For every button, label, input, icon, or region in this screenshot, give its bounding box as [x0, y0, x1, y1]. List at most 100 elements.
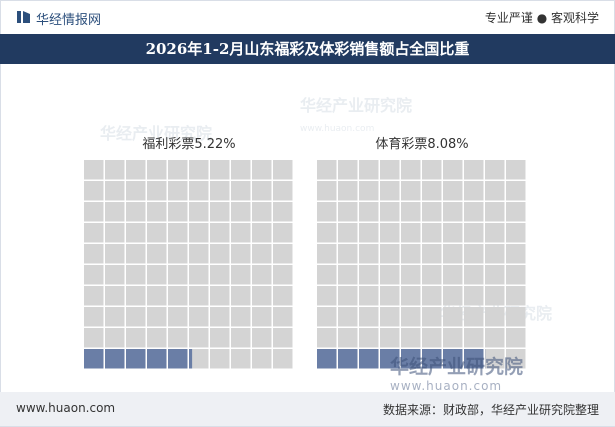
waffle-cell-empty — [443, 328, 463, 348]
waffle-cell-empty — [422, 265, 442, 285]
waffle-cell-empty — [380, 160, 400, 180]
waffle-cell-empty — [359, 265, 379, 285]
waffle-cell-empty — [359, 307, 379, 327]
waffle-cell-empty — [252, 328, 272, 348]
waffle-cell-empty — [273, 349, 293, 369]
waffle-cell-empty — [84, 181, 104, 201]
waffle-cell-empty — [443, 160, 463, 180]
waffle-cell-empty — [252, 286, 272, 306]
chart-title: 2026年1-2月山东福彩及体彩销售额占全国比重 — [145, 40, 470, 58]
waffle-cell-empty — [147, 265, 167, 285]
waffle-cell-empty — [359, 328, 379, 348]
waffle-cell-empty — [252, 223, 272, 243]
panel-label: 体育彩票8.08% — [375, 136, 468, 152]
waffle-cell-empty — [317, 202, 337, 222]
waffle-cell-empty — [168, 181, 188, 201]
waffle-cell-empty — [147, 286, 167, 306]
waffle-cell-empty — [317, 307, 337, 327]
waffle-cell-empty — [84, 223, 104, 243]
waffle-cell-empty — [210, 202, 230, 222]
waffle-cell-empty — [506, 244, 526, 264]
waffle-cell-empty — [189, 244, 209, 264]
website-link[interactable]: www.huaon.com — [16, 401, 116, 415]
waffle-cell-empty — [506, 181, 526, 201]
waffle-cell-empty — [422, 328, 442, 348]
waffle-cell-empty — [189, 328, 209, 348]
waffle-cell-empty — [422, 160, 442, 180]
panel-label: 福利彩票5.22% — [142, 137, 235, 152]
waffle-cell-empty — [485, 307, 505, 327]
waffle-cell-empty — [443, 202, 463, 222]
waffle-cell-empty — [147, 181, 167, 201]
waffle-cell-empty — [317, 223, 337, 243]
waffle-cell-empty — [168, 286, 188, 306]
waffle-cell-empty — [147, 160, 167, 180]
waffle-cell-empty — [231, 328, 251, 348]
waffle-cell-empty — [443, 223, 463, 243]
waffle-cell-empty — [485, 328, 505, 348]
waffle-cell-empty — [359, 223, 379, 243]
waffle-cell-empty — [485, 286, 505, 306]
waffle-cell-divider — [441, 349, 443, 369]
waffle-cell-divider — [378, 349, 380, 369]
waffle-cell-empty — [485, 223, 505, 243]
waffle-cell-divider — [462, 349, 464, 369]
waffle-cell-empty — [189, 202, 209, 222]
brand-name: 华经情报网 — [36, 13, 102, 28]
waffle-cell-empty — [210, 307, 230, 327]
waffle-cell-empty — [380, 244, 400, 264]
waffle-cell-empty — [464, 265, 484, 285]
waffle-cell-empty — [126, 202, 146, 222]
waffle-cell-empty — [231, 244, 251, 264]
waffle-cell-empty — [273, 265, 293, 285]
waffle-cell-empty — [443, 265, 463, 285]
waffle-cell-empty — [252, 181, 272, 201]
waffle-cell-empty — [506, 160, 526, 180]
waffle-cell-empty — [105, 265, 125, 285]
waffle-cell-empty — [485, 244, 505, 264]
waffle-cell-empty — [189, 265, 209, 285]
waffle-cell-empty — [147, 307, 167, 327]
waffle-cell-empty — [126, 181, 146, 201]
waffle-cell-empty — [126, 328, 146, 348]
waffle-cell-empty — [147, 328, 167, 348]
waffle-cell-empty — [252, 244, 272, 264]
waffle-cell-empty — [273, 307, 293, 327]
waffle-cell-empty — [189, 307, 209, 327]
waffle-cell-empty — [443, 181, 463, 201]
waffle-cell-divider — [103, 349, 105, 369]
waffle-cell-empty — [401, 223, 421, 243]
waffle-cell-empty — [105, 307, 125, 327]
waffle-chart: 福利彩票5.22% 体育彩票8.08% — [84, 136, 526, 369]
waffle-cell-empty — [84, 160, 104, 180]
waffle-cell-empty — [126, 307, 146, 327]
title-bar: 2026年1-2月山东福彩及体彩销售额占全国比重 — [0, 34, 615, 64]
waffle-cell-empty — [317, 286, 337, 306]
waffle-cell-empty — [189, 349, 209, 369]
waffle-cell-empty — [401, 286, 421, 306]
waffle-cell-empty — [422, 223, 442, 243]
waffle-cell-empty — [422, 244, 442, 264]
waffle-cell-empty — [126, 286, 146, 306]
waffle-cell-empty — [273, 286, 293, 306]
waffle-cell-empty — [231, 349, 251, 369]
waffle-cell-empty — [231, 160, 251, 180]
waffle-cell-empty — [506, 223, 526, 243]
waffle-cell-divider — [483, 349, 485, 369]
waffle-cell-empty — [485, 265, 505, 285]
waffle-cell-empty — [464, 244, 484, 264]
waffle-cell-empty — [401, 160, 421, 180]
waffle-cell-empty — [422, 202, 442, 222]
waffle-cell-empty — [231, 202, 251, 222]
waffle-cell-divider — [420, 349, 422, 369]
waffle-cell-empty — [252, 202, 272, 222]
waffle-cell-empty — [380, 307, 400, 327]
waffle-cell-divider — [145, 349, 147, 369]
waffle-cell-empty — [422, 286, 442, 306]
waffle-cell-empty — [338, 286, 358, 306]
waffle-cell-empty — [189, 181, 209, 201]
waffle-cell-empty — [338, 223, 358, 243]
waffle-cell-empty — [380, 223, 400, 243]
waffle-cell-empty — [210, 160, 230, 180]
waffle-cell-empty — [105, 202, 125, 222]
